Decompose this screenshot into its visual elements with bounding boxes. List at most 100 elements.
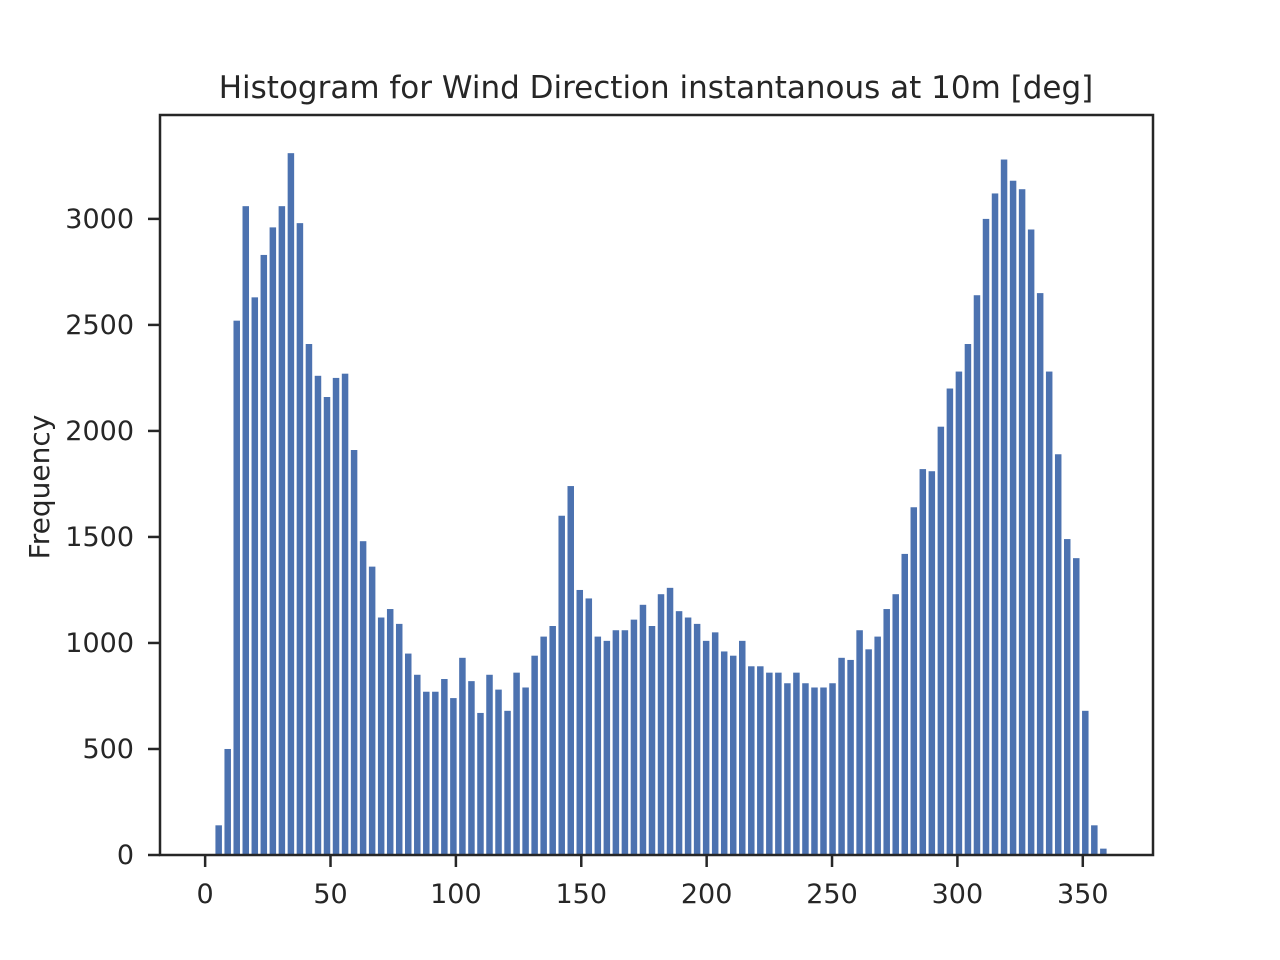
- histogram-bar: [341, 373, 349, 855]
- histogram-bar: [892, 594, 899, 855]
- histogram-bar: [1045, 371, 1053, 855]
- histogram-bar: [811, 687, 818, 855]
- histogram-bar: [414, 674, 421, 855]
- histogram-bar: [495, 689, 502, 855]
- histogram-bar: [486, 674, 493, 855]
- x-tick-label: 200: [681, 879, 733, 910]
- x-axis-ticks: 0 50 100 150 200 250 300 350: [197, 855, 1109, 910]
- histogram-bar: [775, 672, 782, 855]
- histogram-bar: [739, 640, 746, 855]
- x-tick-label: 300: [932, 879, 984, 910]
- histogram-bar: [477, 712, 484, 855]
- histogram-bar: [1009, 180, 1017, 856]
- histogram-bar: [802, 683, 809, 855]
- histogram-bar: [937, 426, 945, 855]
- histogram-bar: [946, 388, 954, 855]
- histogram-bar: [576, 589, 584, 855]
- histogram-bar: [910, 507, 918, 855]
- histogram-bar: [684, 617, 692, 855]
- y-tick-label: 1500: [65, 522, 134, 553]
- histogram-bar: [820, 687, 827, 855]
- y-tick-label: 1000: [65, 628, 134, 659]
- x-tick-label: 150: [555, 879, 607, 910]
- histogram-bar: [865, 649, 872, 855]
- histogram-bar: [630, 619, 638, 855]
- histogram-bar: [359, 541, 367, 855]
- histogram-bar: [702, 640, 710, 855]
- histogram-bar: [748, 666, 755, 855]
- histogram-bar: [405, 653, 412, 855]
- histogram-bar: [296, 223, 304, 855]
- y-tick-label: 0: [117, 840, 134, 871]
- histogram-bar: [377, 617, 385, 855]
- histogram-bar: [459, 657, 466, 855]
- histogram-bar: [585, 598, 593, 855]
- histogram-bar: [1091, 825, 1098, 855]
- histogram-bar: [964, 344, 972, 855]
- histogram-bar: [639, 604, 647, 855]
- histogram-bar: [233, 320, 240, 855]
- histogram-bar: [919, 469, 927, 855]
- histogram-bar: [323, 397, 331, 855]
- y-tick-label: 3000: [65, 204, 134, 235]
- histogram-bar: [838, 657, 845, 855]
- histogram-bar: [350, 450, 358, 855]
- histogram-bar: [982, 218, 990, 855]
- histogram-bar: [450, 698, 457, 855]
- histogram-bar: [251, 297, 259, 856]
- histogram-bar: [874, 636, 881, 855]
- histogram-bar: [567, 486, 574, 855]
- histogram-bar: [1100, 848, 1107, 855]
- histogram-bar: [693, 623, 701, 855]
- histogram-bar: [675, 611, 683, 855]
- histogram-bar: [260, 254, 268, 855]
- histogram-bar: [784, 683, 791, 855]
- histogram-bar: [666, 587, 674, 855]
- histogram-bar: [973, 295, 981, 856]
- histogram-bar: [901, 553, 908, 855]
- histogram-bar: [531, 655, 538, 855]
- histogram-bar: [847, 659, 854, 855]
- histogram-bar: [648, 626, 656, 855]
- histogram-bar: [468, 681, 475, 855]
- histogram-bar: [1082, 710, 1089, 855]
- histogram-bar: [549, 626, 556, 855]
- histogram-bar: [441, 679, 448, 855]
- histogram-bar: [558, 515, 565, 855]
- histogram-bar: [1073, 558, 1080, 855]
- histogram-bar: [1054, 454, 1062, 855]
- histogram-bar: [287, 153, 295, 856]
- histogram-bar: [1018, 189, 1026, 855]
- histogram-bar: [540, 636, 547, 855]
- histogram-bar: [729, 655, 737, 855]
- x-tick-label: 50: [313, 879, 347, 910]
- histogram-bar: [1027, 229, 1035, 855]
- histogram-bar: [314, 375, 322, 855]
- histogram-bar: [513, 672, 520, 855]
- histogram-bar: [1036, 293, 1044, 855]
- histogram-bar: [269, 227, 277, 855]
- histogram-bar: [720, 651, 728, 855]
- histogram-bar: [1000, 159, 1008, 855]
- histogram-bar: [1063, 539, 1071, 855]
- histogram-bar: [395, 623, 403, 855]
- chart-title: Histogram for Wind Direction instantanou…: [219, 70, 1094, 106]
- histogram-bar: [757, 666, 764, 855]
- x-tick-label: 250: [806, 879, 858, 910]
- y-axis-label: Frequency: [23, 415, 56, 560]
- histogram-bar: [305, 344, 313, 855]
- histogram-bar: [621, 630, 629, 855]
- histogram-bar: [215, 825, 222, 855]
- y-tick-label: 2500: [65, 310, 134, 341]
- histogram-bar: [928, 471, 936, 855]
- histogram-bar: [829, 683, 836, 855]
- histogram-bar: [991, 193, 999, 855]
- histogram-bar: [955, 371, 963, 855]
- histogram-bar: [332, 377, 340, 855]
- histogram-bar: [423, 691, 430, 855]
- y-tick-label: 2000: [65, 416, 134, 447]
- histogram-bar: [793, 672, 800, 855]
- histogram-bar: [224, 748, 231, 855]
- x-tick-label: 100: [430, 879, 482, 910]
